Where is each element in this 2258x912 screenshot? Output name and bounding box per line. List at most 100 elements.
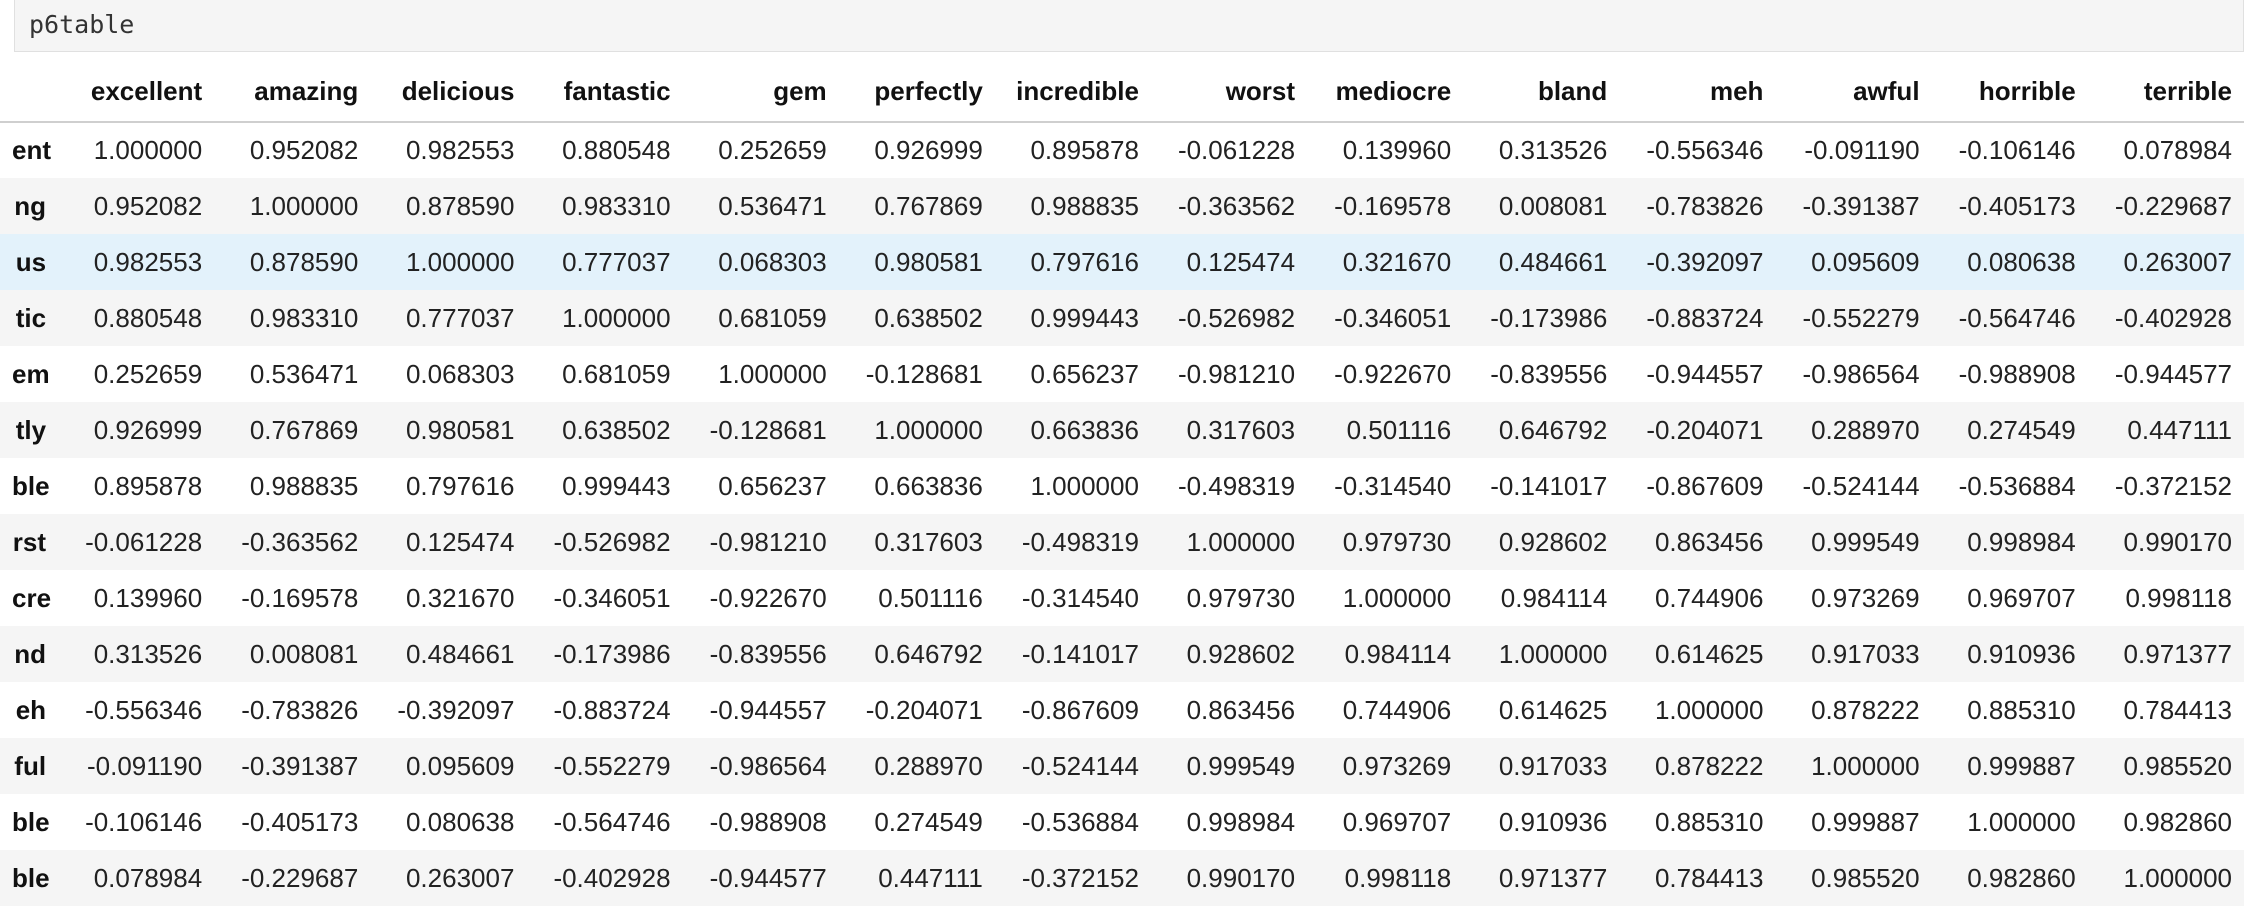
table-cell: -0.204071 (865, 694, 983, 725)
table-cell: 1.000000 (1186, 526, 1296, 557)
table-cell: 0.125474 (1186, 246, 1296, 277)
table-cell: 0.895878 (1030, 135, 1139, 165)
table-cell: -0.392097 (1646, 246, 1764, 277)
table-cell: 0.777037 (405, 302, 515, 333)
row-index-label: eh (15, 694, 47, 725)
table-cell: 0.744906 (1342, 694, 1452, 725)
table-cell: -0.169578 (1334, 190, 1452, 221)
table-cell: 0.885310 (1967, 694, 2076, 725)
table-cell: 0.777037 (562, 246, 671, 277)
table-cell: -0.229687 (241, 862, 359, 893)
table-row[interactable]: ble 0.895878 0.988835 0.797616 0.999443 0.656… (0, 458, 2244, 514)
column-header: terrible (2087, 62, 2244, 123)
table-cell: 0.263007 (405, 862, 515, 893)
table-cell: 0.973269 (1342, 750, 1452, 781)
table-cell: 0.139960 (1342, 135, 1452, 165)
column-header: amazing (214, 62, 371, 123)
table-cell: 0.878222 (1654, 750, 1764, 781)
table-cell: 0.536471 (249, 358, 359, 389)
code-cell[interactable]: p6table (14, 0, 2244, 52)
table-cell: 0.317603 (874, 526, 983, 557)
table-row[interactable]: ent 1.000000 0.952082 0.982553 0.880548 0.252… (0, 122, 2244, 178)
column-header: worst (1150, 62, 1308, 123)
table-cell: -0.141017 (1490, 470, 1608, 501)
table-row[interactable]: tly 0.926999 0.767869 0.980581 0.638502 -0.12… (0, 402, 2244, 458)
table-cell: 0.274549 (1967, 414, 2076, 445)
table-cell: 0.982553 (405, 135, 515, 165)
table-cell: 0.971377 (1498, 862, 1608, 893)
table-cell: -0.988908 (1958, 358, 2076, 389)
table-cell: -0.372152 (1021, 862, 1139, 893)
table-cell: -0.391387 (241, 750, 359, 781)
table-row[interactable]: em 0.252659 0.536471 0.068303 0.681059 1.0000… (0, 346, 2244, 402)
table-cell: -0.524144 (1021, 750, 1139, 781)
table-cell: -0.783826 (241, 694, 359, 725)
table-cell: 0.638502 (562, 414, 671, 445)
table-cell: -0.405173 (241, 806, 359, 837)
table-row[interactable]: nd 0.313526 0.008081 0.484661 -0.173986 -0.83… (0, 626, 2244, 682)
table-cell: 0.274549 (874, 806, 983, 837)
table-cell: 0.979730 (1342, 526, 1452, 557)
table-cell: 0.784413 (1654, 862, 1764, 893)
index-header (0, 62, 59, 123)
table-cell: 0.797616 (1030, 246, 1139, 277)
table-cell: -0.883724 (1646, 302, 1764, 333)
table-row[interactable]: rst -0.061228 -0.363562 0.125474 -0.526982 -0… (0, 514, 2244, 570)
table-cell: 0.614625 (1654, 638, 1764, 669)
table-cell: 0.895878 (93, 470, 203, 501)
table-row[interactable]: ble -0.106146 -0.405173 0.080638 -0.564746 -0… (0, 794, 2244, 850)
table-cell: -0.391387 (1802, 190, 1920, 221)
table-cell: 1.000000 (718, 358, 827, 389)
row-index-label: nd (14, 638, 47, 669)
table-cell: -0.498319 (1021, 526, 1139, 557)
table-cell: 0.878222 (1811, 694, 1920, 725)
table-cell: 0.926999 (93, 414, 203, 445)
table-cell: 0.252659 (93, 358, 203, 389)
table-cell: 0.984114 (1500, 582, 1608, 613)
table-row[interactable]: cre 0.139960 -0.169578 0.321670 -0.346051 -0.… (0, 570, 2244, 626)
table-cell: -0.839556 (709, 638, 827, 669)
table-cell: 0.910936 (1967, 638, 2076, 669)
table-cell: -0.556346 (1646, 135, 1764, 165)
code-text: p6table (29, 10, 135, 39)
table-cell: -0.091190 (1804, 135, 1920, 165)
table-cell: -0.173986 (1490, 302, 1608, 333)
table-cell: 0.973269 (1811, 582, 1920, 613)
table-cell: 0.980581 (405, 414, 515, 445)
table-cell: 0.313526 (1498, 135, 1608, 165)
table-cell: -0.363562 (1177, 190, 1296, 221)
column-header: delicious (370, 62, 527, 123)
table-cell: -0.867609 (1021, 694, 1139, 725)
table-row[interactable]: tic 0.880548 0.983310 0.777037 1.000000 0.681… (0, 290, 2244, 346)
table-cell: 0.078984 (93, 862, 203, 893)
table-cell: 0.999887 (1967, 750, 2076, 781)
column-header: perfectly (838, 62, 995, 123)
table-cell: -0.922670 (709, 582, 827, 613)
table-cell: 0.885310 (1654, 806, 1764, 837)
table-cell: -0.564746 (1958, 302, 2076, 333)
table-cell: -0.061228 (1177, 135, 1296, 165)
table-cell: -0.229687 (2114, 190, 2232, 221)
table-row[interactable]: eh -0.556346 -0.783826 -0.392097 -0.883724 -0… (0, 682, 2244, 738)
row-index-label: rst (12, 526, 47, 557)
row-index-label: tly (15, 414, 47, 445)
table-cell: 0.008081 (249, 638, 359, 669)
table-cell: 0.095609 (1811, 246, 1920, 277)
table-cell: 0.263007 (2123, 246, 2232, 277)
table-cell: 0.681059 (562, 358, 671, 389)
table-cell: 0.663836 (1030, 414, 1139, 445)
table-cell: -0.128681 (709, 414, 827, 445)
table-row[interactable]: ful -0.091190 -0.391387 0.095609 -0.552279 -0… (0, 738, 2244, 794)
table-row[interactable]: ng 0.952082 1.000000 0.878590 0.983310 0.5364… (0, 178, 2244, 234)
table-row[interactable]: ble 0.078984 -0.229687 0.263007 -0.402928 -0.… (0, 850, 2244, 906)
table-cell: -0.944557 (709, 694, 827, 725)
table-cell: -0.402928 (2114, 302, 2232, 333)
table-cell: 0.999549 (1186, 750, 1296, 781)
column-header: awful (1775, 62, 1932, 123)
table-cell: 0.979730 (1186, 582, 1296, 613)
table-cell: 0.080638 (405, 806, 515, 837)
table-cell: 0.767869 (249, 414, 359, 445)
table-cell: 0.095609 (405, 750, 515, 781)
table-row[interactable]: us 0.982553 0.878590 1.000000 0.777037 0.0683… (0, 234, 2244, 290)
table-cell: 0.646792 (1498, 414, 1608, 445)
